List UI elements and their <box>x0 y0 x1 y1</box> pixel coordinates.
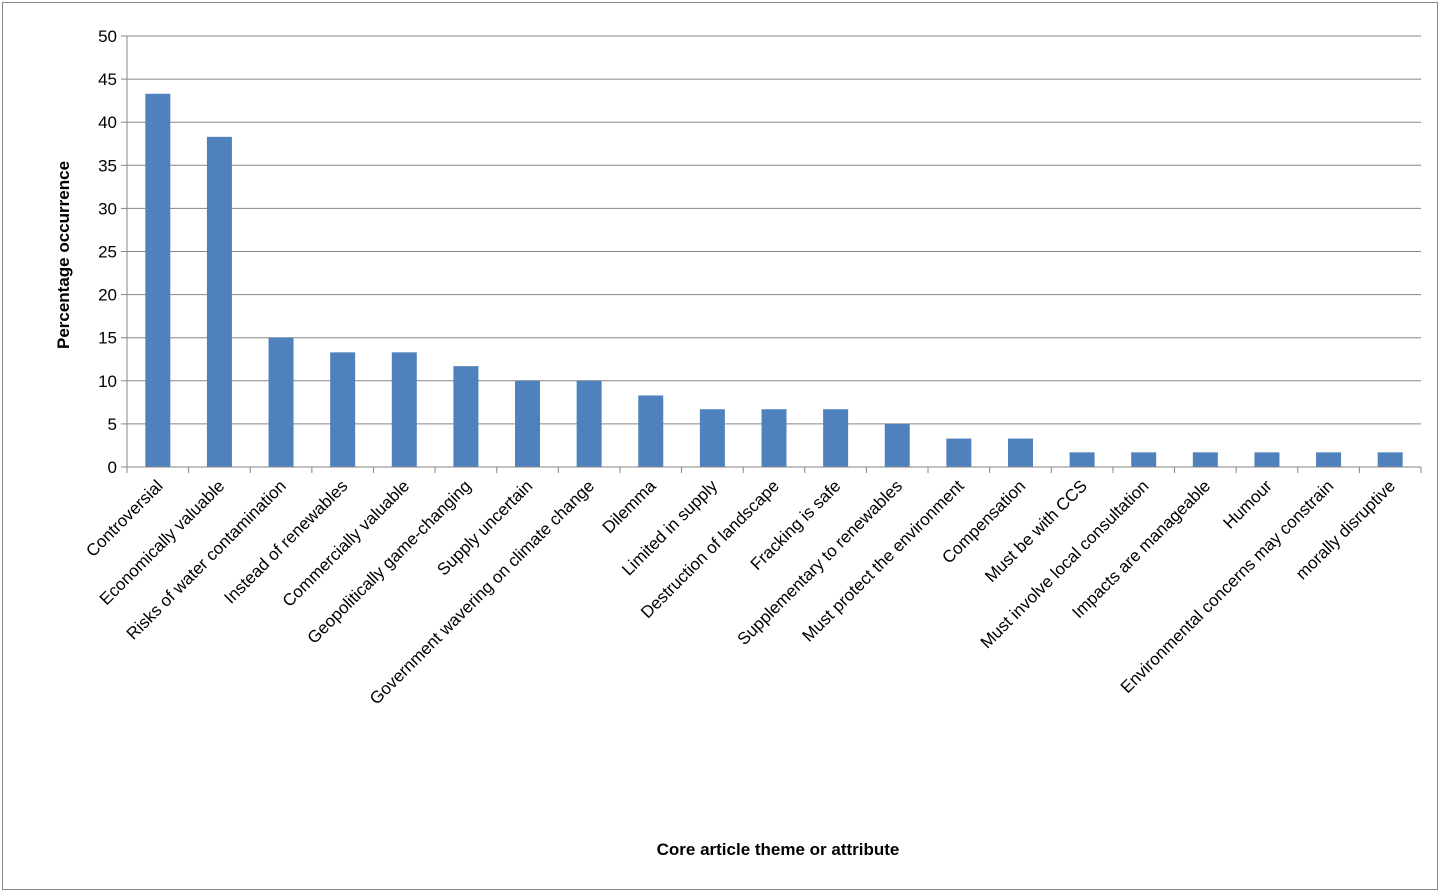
bar <box>1316 452 1342 467</box>
y-tick-labels: 0 5 10 15 20 25 30 35 40 45 50 <box>98 27 117 477</box>
y-tick-label: 0 <box>108 458 117 477</box>
x-axis-title: Core article theme or attribute <box>657 840 900 859</box>
bar <box>1377 452 1403 467</box>
bar <box>1069 452 1095 467</box>
bar <box>823 409 849 467</box>
bar <box>515 380 541 467</box>
bar <box>1131 452 1157 467</box>
bar <box>453 366 479 467</box>
y-tick-label: 20 <box>98 286 117 305</box>
x-tick-label: Humour <box>1220 476 1276 532</box>
bar <box>1007 438 1033 467</box>
gridlines <box>127 35 1421 425</box>
bar <box>946 438 972 467</box>
bar <box>884 423 910 467</box>
bars <box>145 93 1403 467</box>
bar-chart: 0 5 10 15 20 25 30 35 40 45 50 ControversialEconom… <box>54 27 1422 859</box>
x-tick-label: Must be with CCS <box>981 476 1091 586</box>
y-tick-label: 40 <box>98 113 117 132</box>
y-tick-label: 50 <box>98 27 117 46</box>
bar <box>145 93 171 467</box>
bar <box>206 136 232 467</box>
x-tick-label: Government wavering on climate change <box>366 476 598 708</box>
x-tick-label: Dilemma <box>599 476 660 537</box>
y-tick-label: 35 <box>98 156 117 175</box>
bar <box>391 352 417 467</box>
x-tick-label: Economically valuable <box>96 476 228 608</box>
bar <box>576 380 602 467</box>
bar <box>1254 452 1280 467</box>
y-tick-label: 10 <box>98 372 117 391</box>
bar <box>638 395 664 467</box>
x-tick-label: Environmental concerns may constrain <box>1117 476 1338 697</box>
y-tick-label: 15 <box>98 329 117 348</box>
y-tick-label: 5 <box>108 415 117 434</box>
bar <box>699 409 725 467</box>
bar <box>330 352 356 467</box>
x-tick-label: Instead of renewables <box>220 476 351 607</box>
y-tick-label: 25 <box>98 243 117 262</box>
axes <box>121 35 1422 473</box>
bar <box>268 337 294 467</box>
bar <box>1192 452 1218 467</box>
y-axis-title: Percentage occurrence <box>54 161 73 349</box>
y-tick-label: 45 <box>98 70 117 89</box>
y-tick-label: 30 <box>98 199 117 218</box>
bar <box>761 409 787 467</box>
